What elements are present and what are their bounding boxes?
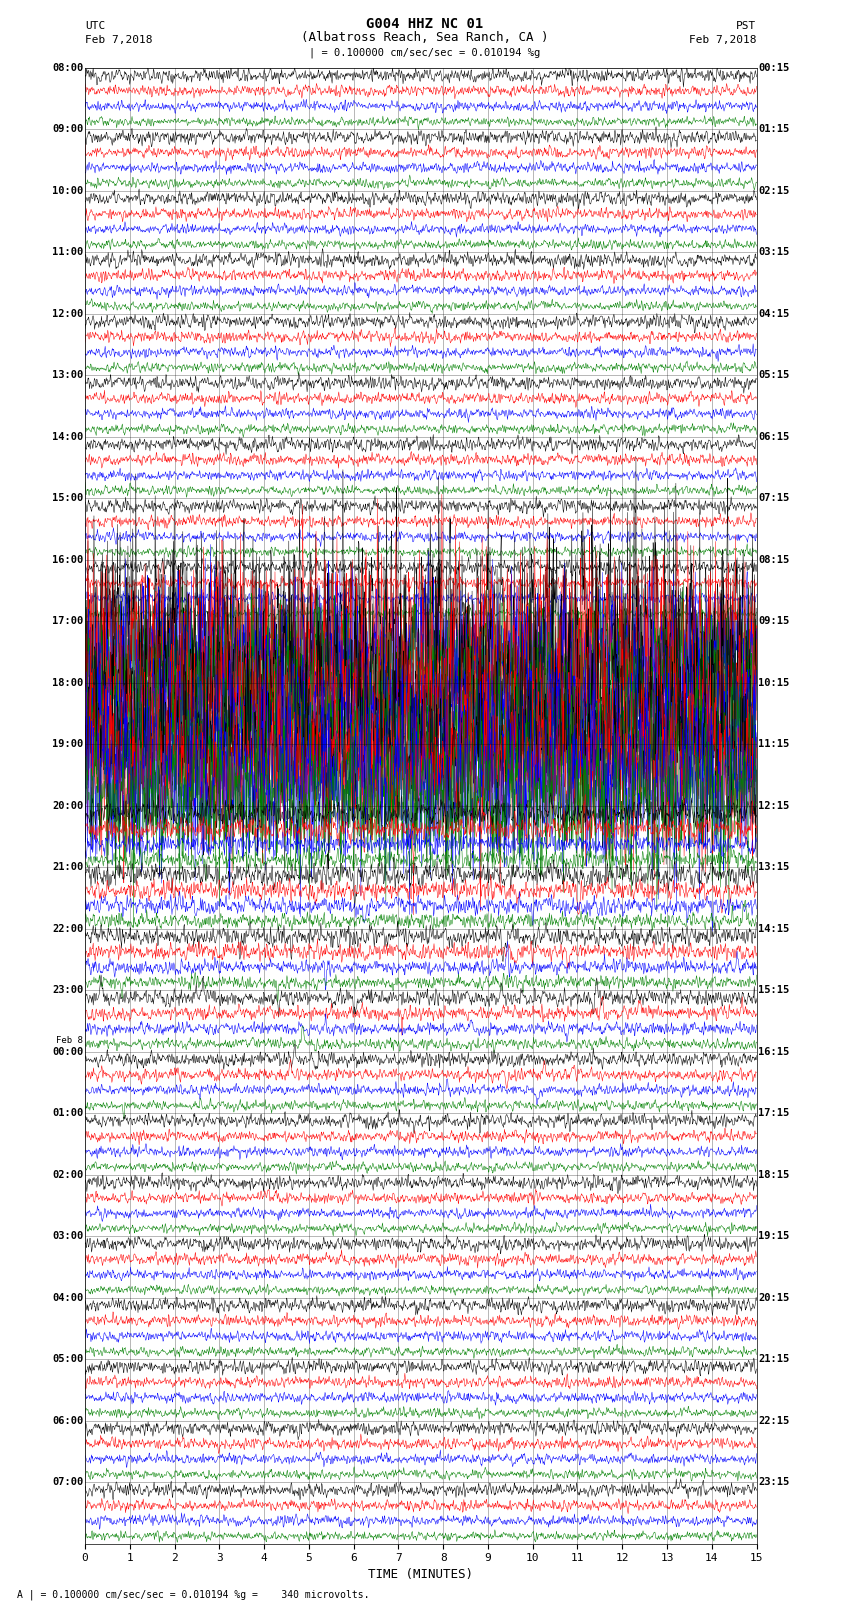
Text: 17:15: 17:15 (758, 1108, 790, 1118)
Text: 06:00: 06:00 (52, 1416, 83, 1426)
Text: 05:15: 05:15 (758, 371, 790, 381)
Text: 10:15: 10:15 (758, 677, 790, 687)
Text: 07:00: 07:00 (52, 1478, 83, 1487)
Text: 00:00: 00:00 (52, 1047, 83, 1057)
Text: 20:00: 20:00 (52, 800, 83, 811)
Text: | = 0.100000 cm/sec/sec = 0.010194 %g: | = 0.100000 cm/sec/sec = 0.010194 %g (309, 47, 541, 58)
Text: 00:15: 00:15 (758, 63, 790, 73)
Text: 18:15: 18:15 (758, 1169, 790, 1179)
Text: 02:00: 02:00 (52, 1169, 83, 1179)
Text: 19:00: 19:00 (52, 739, 83, 748)
Text: Feb 8: Feb 8 (56, 1036, 83, 1045)
Text: 12:15: 12:15 (758, 800, 790, 811)
Text: 06:15: 06:15 (758, 432, 790, 442)
Text: 02:15: 02:15 (758, 185, 790, 195)
Text: 09:15: 09:15 (758, 616, 790, 626)
Text: A | = 0.100000 cm/sec/sec = 0.010194 %g =    340 microvolts.: A | = 0.100000 cm/sec/sec = 0.010194 %g … (17, 1589, 370, 1600)
Text: (Albatross Reach, Sea Ranch, CA ): (Albatross Reach, Sea Ranch, CA ) (301, 31, 549, 44)
Text: 16:15: 16:15 (758, 1047, 790, 1057)
Text: 19:15: 19:15 (758, 1231, 790, 1240)
Text: G004 HHZ NC 01: G004 HHZ NC 01 (366, 16, 484, 31)
Text: 14:15: 14:15 (758, 924, 790, 934)
X-axis label: TIME (MINUTES): TIME (MINUTES) (368, 1568, 473, 1581)
Text: 21:15: 21:15 (758, 1355, 790, 1365)
Text: 08:15: 08:15 (758, 555, 790, 565)
Text: PST: PST (736, 21, 756, 31)
Text: 17:00: 17:00 (52, 616, 83, 626)
Text: 23:15: 23:15 (758, 1478, 790, 1487)
Text: 13:15: 13:15 (758, 863, 790, 873)
Text: 21:00: 21:00 (52, 863, 83, 873)
Text: 22:15: 22:15 (758, 1416, 790, 1426)
Text: 16:00: 16:00 (52, 555, 83, 565)
Text: 03:15: 03:15 (758, 247, 790, 256)
Text: 20:15: 20:15 (758, 1292, 790, 1303)
Text: 11:15: 11:15 (758, 739, 790, 748)
Text: 11:00: 11:00 (52, 247, 83, 256)
Text: 01:00: 01:00 (52, 1108, 83, 1118)
Text: 15:15: 15:15 (758, 986, 790, 995)
Text: 08:00: 08:00 (52, 63, 83, 73)
Text: 12:00: 12:00 (52, 308, 83, 319)
Text: 18:00: 18:00 (52, 677, 83, 687)
Text: 15:00: 15:00 (52, 494, 83, 503)
Text: 01:15: 01:15 (758, 124, 790, 134)
Text: UTC: UTC (85, 21, 105, 31)
Text: 22:00: 22:00 (52, 924, 83, 934)
Text: Feb 7,2018: Feb 7,2018 (85, 35, 152, 45)
Text: 14:00: 14:00 (52, 432, 83, 442)
Text: 05:00: 05:00 (52, 1355, 83, 1365)
Text: 04:15: 04:15 (758, 308, 790, 319)
Text: 09:00: 09:00 (52, 124, 83, 134)
Text: 13:00: 13:00 (52, 371, 83, 381)
Text: Feb 7,2018: Feb 7,2018 (689, 35, 756, 45)
Text: 23:00: 23:00 (52, 986, 83, 995)
Text: 04:00: 04:00 (52, 1292, 83, 1303)
Text: 07:15: 07:15 (758, 494, 790, 503)
Text: 10:00: 10:00 (52, 185, 83, 195)
Text: 03:00: 03:00 (52, 1231, 83, 1240)
